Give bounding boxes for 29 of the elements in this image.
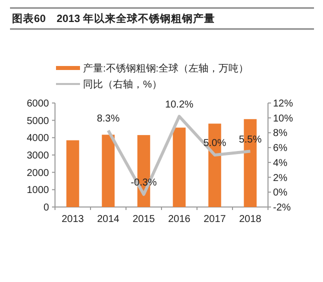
- y-tick-label: 0: [43, 202, 50, 214]
- chart-title: 图表60 2013 年以来全球不锈钢粗钢产量: [12, 12, 215, 25]
- legend-label: 同比（右轴，%）: [83, 78, 162, 90]
- y-tick-label: 2000: [26, 168, 50, 179]
- bar: [102, 134, 115, 207]
- x-tick-label: 2018: [239, 214, 262, 225]
- y-tick-label: 1000: [26, 185, 50, 196]
- x-tick-label: 2014: [97, 214, 120, 225]
- y-tick-label: 6000: [26, 98, 50, 110]
- y2-tick-label: 6%: [273, 143, 288, 154]
- x-tick-label: 2016: [168, 214, 191, 225]
- y2-tick-label: 0%: [273, 188, 288, 199]
- x-tick-label: 2017: [204, 214, 226, 225]
- y-tick-label: 5000: [26, 116, 50, 127]
- y2-tick-label: 2%: [273, 172, 288, 184]
- y2-tick-label: 4%: [273, 158, 288, 169]
- legend-label: 产量:不锈钢粗钢:全球（左轴，万吨）: [83, 62, 249, 74]
- x-tick-label: 2013: [62, 214, 84, 225]
- bar: [66, 140, 80, 207]
- y2-tick-label: 10%: [273, 113, 294, 124]
- x-tick-label: 2015: [132, 214, 156, 225]
- y2-tick-label: 12%: [273, 98, 294, 110]
- y2-tick-label: 8%: [273, 128, 288, 140]
- data-label: 8.3%: [96, 113, 120, 124]
- y-tick-label: 4000: [26, 133, 50, 144]
- y-tick-label: 3000: [26, 150, 50, 162]
- data-label: 10.2%: [165, 99, 194, 110]
- bar: [172, 128, 186, 207]
- y2-tick-label: -2%: [273, 202, 291, 214]
